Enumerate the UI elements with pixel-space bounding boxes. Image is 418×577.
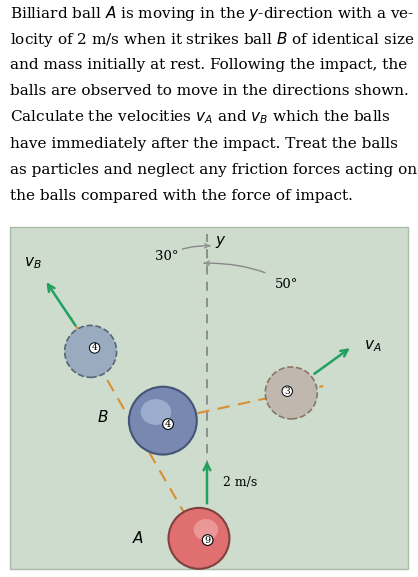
Text: $v_A$: $v_A$ — [364, 339, 382, 354]
Text: $A$: $A$ — [132, 530, 145, 546]
Text: 50°: 50° — [275, 278, 298, 291]
Text: 3: 3 — [284, 387, 290, 396]
Text: 30°: 30° — [155, 250, 178, 263]
Ellipse shape — [141, 399, 171, 425]
Ellipse shape — [129, 387, 197, 455]
Ellipse shape — [65, 325, 117, 377]
Text: 4: 4 — [92, 343, 97, 353]
Text: the balls compared with the force of impact.: the balls compared with the force of imp… — [10, 189, 353, 203]
Text: as particles and neglect any friction forces acting on: as particles and neglect any friction fo… — [10, 163, 418, 177]
Text: 9: 9 — [204, 535, 211, 545]
Text: balls are observed to move in the directions shown.: balls are observed to move in the direct… — [10, 84, 409, 99]
FancyBboxPatch shape — [10, 227, 408, 569]
Text: $B$: $B$ — [97, 409, 109, 425]
Text: $y$: $y$ — [215, 234, 227, 250]
Text: Calculate the velocities $v_A$ and $v_B$ which the balls: Calculate the velocities $v_A$ and $v_B$… — [10, 108, 391, 126]
Text: $v_B$: $v_B$ — [24, 256, 42, 271]
Text: and mass initially at rest. Following the impact, the: and mass initially at rest. Following th… — [10, 58, 408, 72]
Text: locity of 2 m/s when it strikes ball $B$ of identical size: locity of 2 m/s when it strikes ball $B$… — [10, 29, 415, 48]
Text: Billiard ball $A$ is moving in the $y$-direction with a ve-: Billiard ball $A$ is moving in the $y$-d… — [10, 3, 415, 23]
Ellipse shape — [265, 367, 317, 419]
Ellipse shape — [168, 508, 229, 569]
Text: 4: 4 — [165, 419, 171, 429]
Text: 2 m/s: 2 m/s — [223, 475, 257, 489]
Text: have immediately after the impact. Treat the balls: have immediately after the impact. Treat… — [10, 137, 398, 151]
Ellipse shape — [194, 519, 218, 540]
